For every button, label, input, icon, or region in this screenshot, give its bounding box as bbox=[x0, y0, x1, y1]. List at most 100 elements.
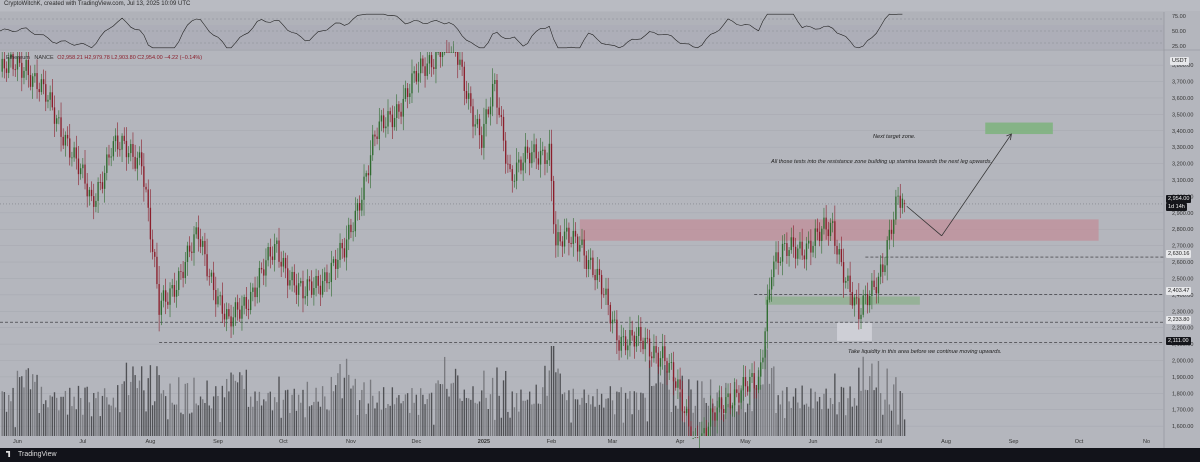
candle-body bbox=[108, 154, 110, 158]
candle-body bbox=[18, 56, 21, 63]
volume-bar bbox=[169, 383, 171, 436]
volume-bar bbox=[306, 381, 309, 436]
volume-bar bbox=[821, 409, 823, 436]
candle-body bbox=[300, 280, 302, 284]
candle-body bbox=[34, 73, 36, 77]
volume-bar bbox=[212, 396, 215, 436]
volume-bar bbox=[53, 392, 56, 436]
volume-bar bbox=[217, 395, 219, 436]
candle-body bbox=[515, 162, 518, 181]
price-tick-label: 3,800.00 bbox=[1172, 63, 1193, 69]
candle-body bbox=[448, 52, 450, 53]
volume-bar bbox=[38, 413, 40, 436]
price-tick-label: 2,300.00 bbox=[1172, 309, 1193, 315]
volume-bar bbox=[409, 412, 411, 436]
volume-bar bbox=[760, 384, 762, 436]
volume-bar bbox=[472, 386, 474, 436]
volume-bar bbox=[581, 397, 583, 436]
candle-body bbox=[77, 158, 80, 175]
time-tick-label: No bbox=[1143, 439, 1150, 445]
time-tick-label: Oct bbox=[1075, 439, 1084, 445]
volume-bar bbox=[206, 380, 208, 436]
volume-bar bbox=[171, 402, 173, 436]
volume-bar bbox=[768, 383, 771, 436]
candle-body bbox=[317, 275, 319, 286]
volume-bar bbox=[343, 377, 346, 436]
volume-bar bbox=[548, 370, 550, 436]
candles[interactable] bbox=[1, 39, 906, 448]
volume-bar bbox=[685, 406, 688, 436]
candle-body bbox=[365, 173, 367, 177]
price-chart[interactable]: 3,800.00 3,700.00 3,600.00 3,500.00 3,400.00… bbox=[0, 0, 1200, 448]
volume-bar bbox=[62, 396, 64, 436]
candle-body bbox=[537, 158, 540, 165]
candle-body bbox=[714, 412, 716, 421]
candle-body bbox=[428, 55, 431, 64]
candle-body bbox=[755, 388, 758, 390]
volume-bar bbox=[522, 400, 524, 436]
candle-body bbox=[287, 268, 289, 286]
candle-body bbox=[864, 294, 867, 296]
volume-bar bbox=[385, 407, 387, 436]
volume-bar bbox=[184, 383, 186, 436]
volume-bar bbox=[823, 393, 825, 436]
candle-body bbox=[897, 195, 899, 197]
price-tick-label: 1,800.00 bbox=[1172, 391, 1193, 397]
candle-body bbox=[186, 245, 189, 262]
volume-bar bbox=[25, 369, 27, 436]
volume-bar bbox=[757, 370, 760, 436]
candle-body bbox=[888, 229, 891, 241]
tradingview-logo[interactable]: TradingView bbox=[6, 451, 57, 458]
volume-bar bbox=[55, 397, 58, 436]
candle-body bbox=[249, 291, 252, 311]
candle-body bbox=[459, 59, 461, 65]
volume-bar bbox=[873, 390, 875, 436]
volume-bar bbox=[470, 399, 472, 436]
volume-bar bbox=[236, 382, 239, 436]
volume-bar bbox=[572, 388, 574, 436]
volume-bar bbox=[93, 392, 95, 436]
candle-body bbox=[452, 52, 455, 53]
candle-body bbox=[328, 282, 330, 284]
currency-label[interactable]: USDT bbox=[1170, 57, 1189, 65]
volume-bar bbox=[339, 364, 341, 436]
volume-bar bbox=[496, 367, 498, 436]
candle-body bbox=[574, 230, 577, 237]
candle-body bbox=[651, 356, 653, 359]
time-tick-label: Sep bbox=[213, 439, 223, 445]
time-tick-label: Aug bbox=[941, 439, 951, 445]
volume-bar bbox=[393, 404, 396, 436]
volume-bar bbox=[77, 385, 80, 436]
volume-bar bbox=[273, 397, 276, 436]
candle-body bbox=[82, 164, 84, 169]
volume-bar bbox=[729, 403, 731, 436]
volume-bar bbox=[557, 368, 559, 436]
volume-bar bbox=[646, 421, 649, 436]
candle-body bbox=[513, 180, 516, 182]
candle-body bbox=[450, 52, 452, 53]
volume-bar bbox=[459, 398, 461, 436]
volume-bar bbox=[890, 410, 893, 436]
volume-bar bbox=[494, 419, 496, 436]
candle-body bbox=[518, 159, 520, 163]
candle-body bbox=[875, 286, 877, 294]
candle-body bbox=[138, 152, 141, 158]
candle-body bbox=[73, 147, 75, 158]
volume-bar bbox=[269, 391, 271, 436]
candle-body bbox=[773, 261, 775, 278]
volume-bar bbox=[679, 392, 681, 436]
tradingview-logo-icon bbox=[6, 451, 11, 457]
volume-bar bbox=[221, 385, 224, 436]
volume-bar bbox=[609, 386, 612, 436]
volume-bar bbox=[703, 397, 705, 436]
volume-bar bbox=[328, 410, 330, 436]
price-tick-label: 2,100.00 bbox=[1172, 342, 1193, 348]
volume-bar bbox=[651, 385, 653, 436]
volume-bar bbox=[45, 400, 47, 436]
volume-bar bbox=[834, 373, 836, 436]
candle-body bbox=[786, 243, 788, 257]
volume-bar bbox=[718, 390, 721, 436]
candle-body bbox=[55, 118, 58, 124]
candle-body bbox=[631, 330, 633, 336]
candle-body bbox=[842, 262, 845, 283]
